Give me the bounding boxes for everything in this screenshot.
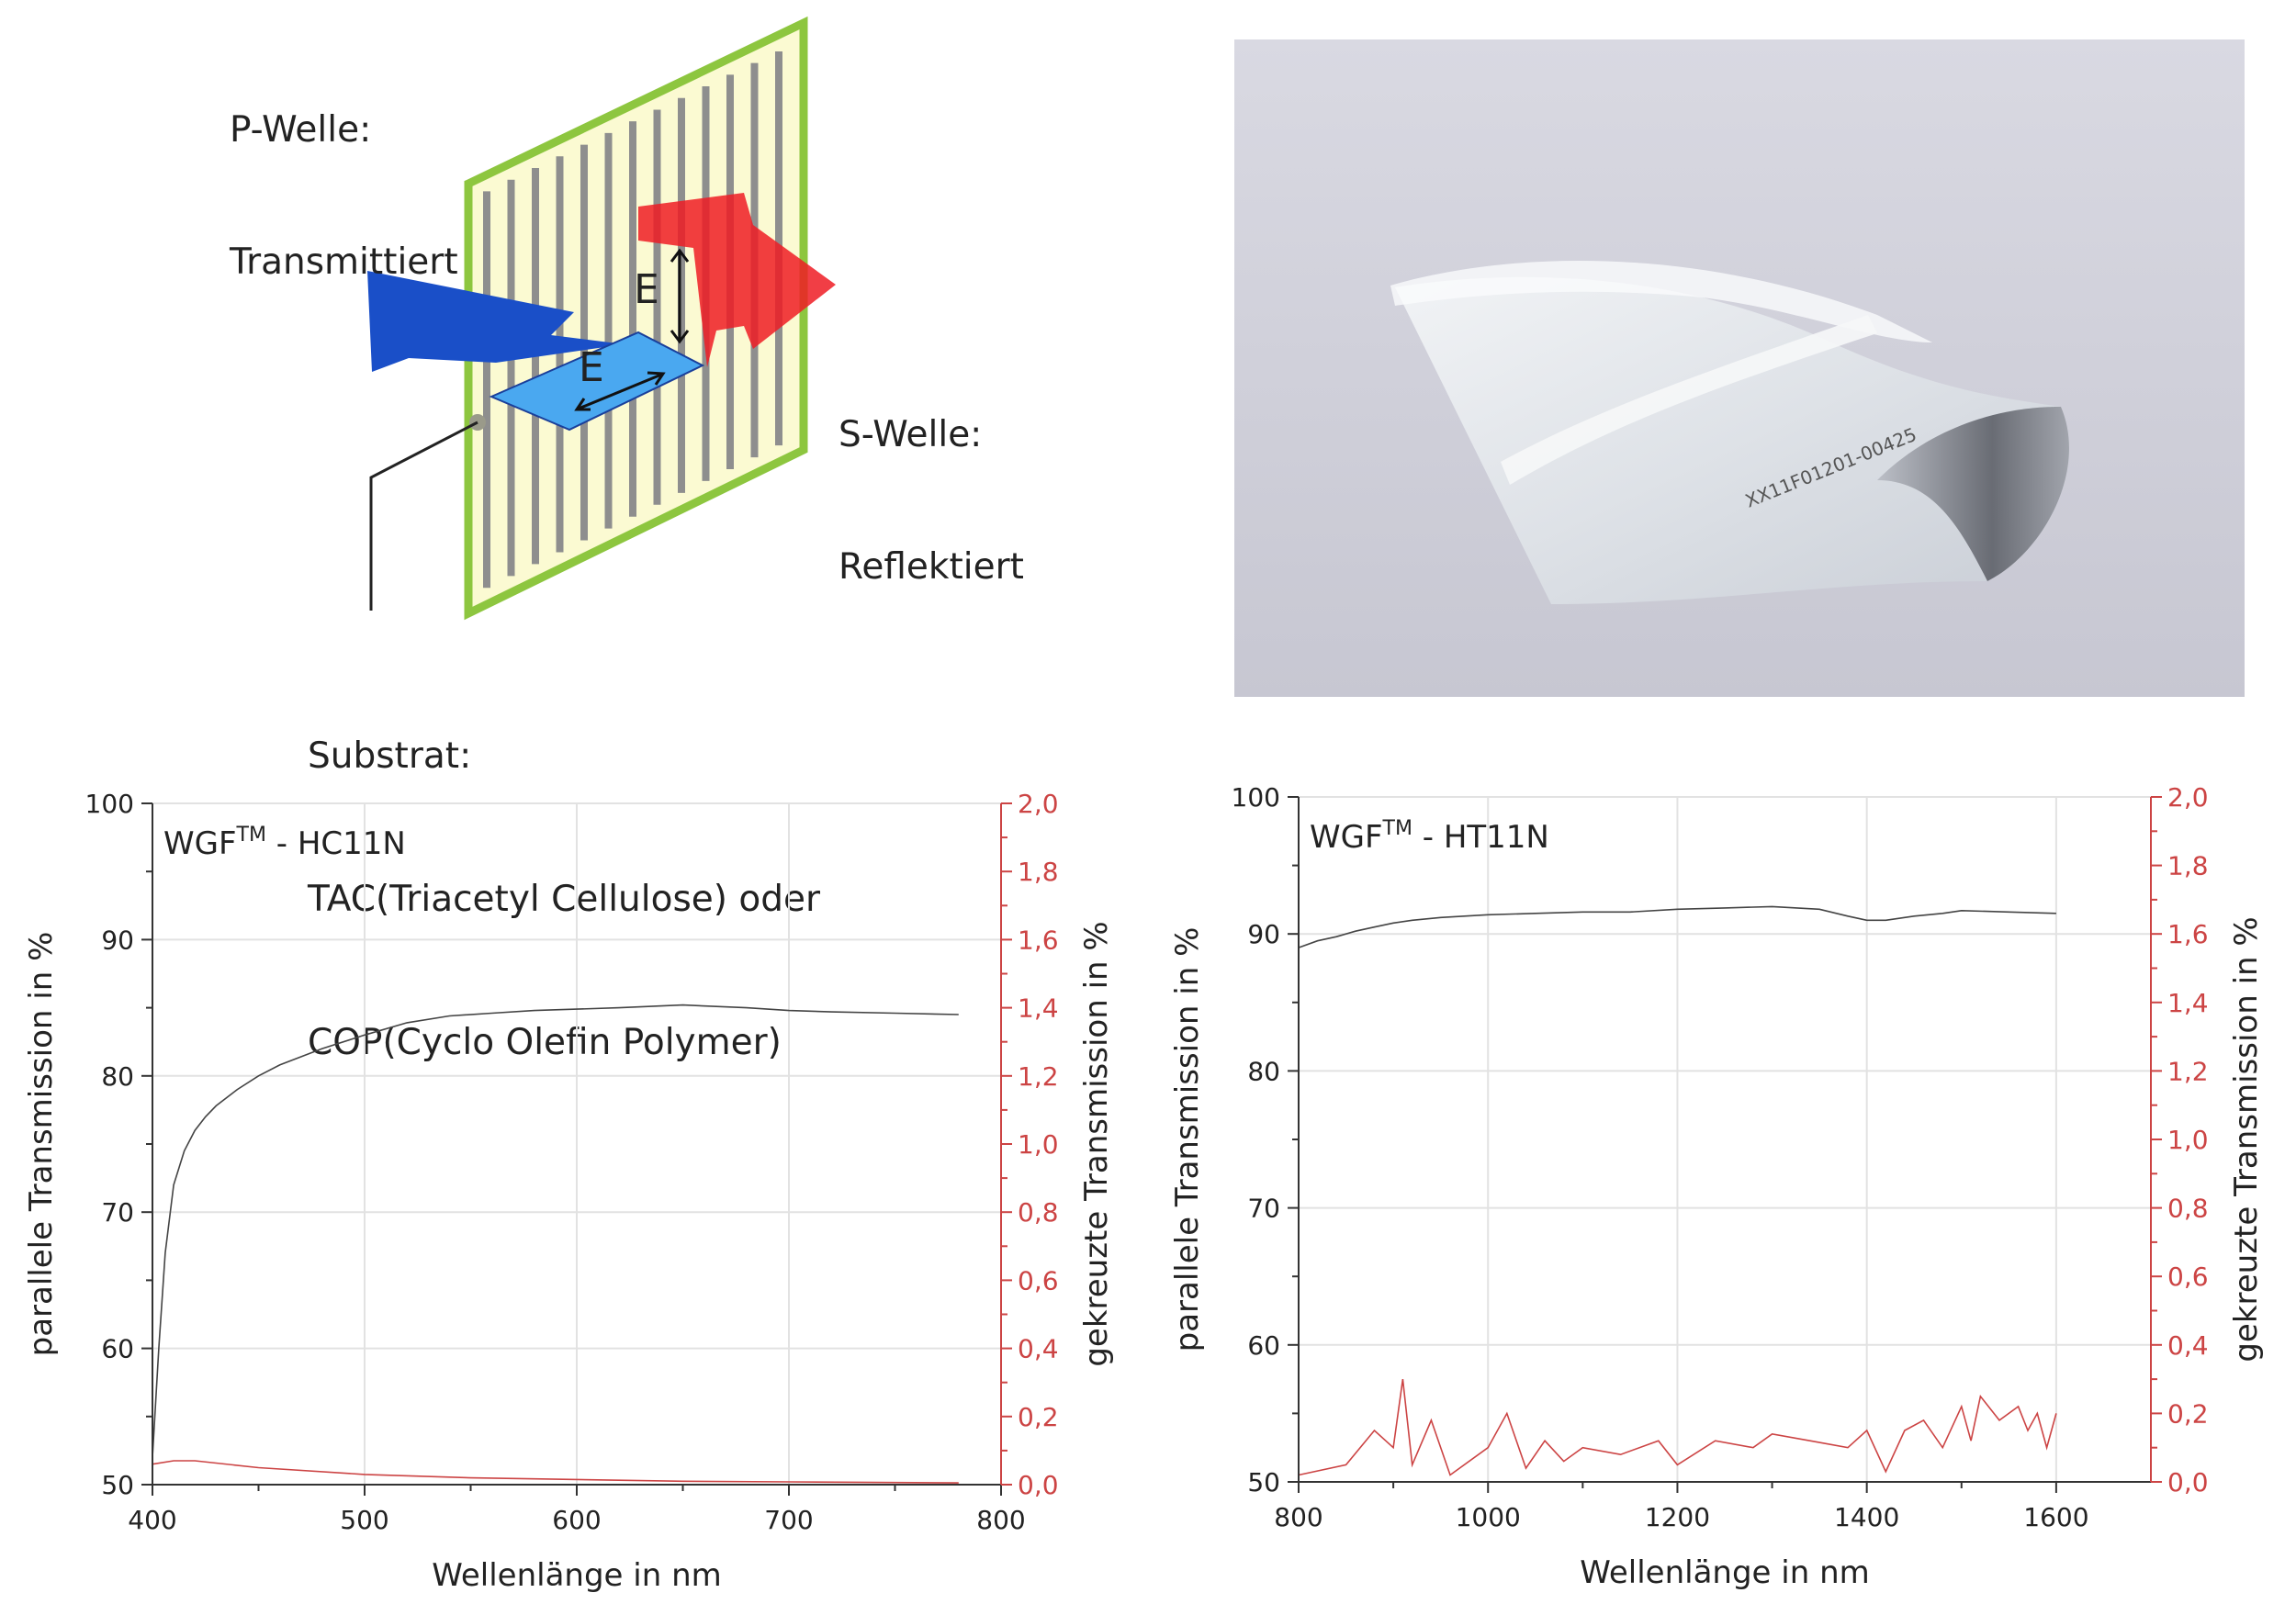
series-line-right: [1298, 1378, 2057, 1476]
polarizer-diagram: E E: [367, 16, 836, 621]
x-tick-label: 800: [976, 1505, 1025, 1535]
chart-title: WGFTM - HC11N: [163, 824, 406, 862]
y-axis-label: parallele Transmission in %: [1169, 927, 1206, 1352]
y2-tick-label: 2,0: [1018, 789, 1059, 819]
y2-tick-label: 1,4: [2167, 988, 2209, 1018]
y-tick-label: 70: [1247, 1194, 1280, 1224]
film-sheet: [1395, 276, 2069, 604]
e-symbol-vertical: E: [634, 266, 659, 313]
y-tick-label: 100: [85, 789, 134, 819]
y2-tick-label: 1,0: [1018, 1129, 1059, 1160]
y2-tick-label: 1,6: [1018, 925, 1059, 955]
substrate-title: Substrat:: [308, 735, 472, 777]
series-line-left: [152, 1004, 959, 1458]
y2-axis-label: gekreuzte Transmission in %: [1078, 921, 1115, 1366]
e-field-horizontal-arrow: [578, 373, 662, 410]
transmitted-field-plane: [489, 331, 705, 432]
y2-tick-label: 0,8: [2167, 1194, 2209, 1224]
y-tick-label: 90: [1247, 919, 1280, 949]
y2-tick-label: 0,0: [1018, 1470, 1059, 1500]
p-wave-desc: Transmittiert: [230, 241, 458, 283]
substrate-leader-line: [369, 421, 478, 611]
y-tick-label: 50: [1247, 1467, 1280, 1497]
y-tick-label: 90: [101, 925, 134, 955]
e-symbol-horizontal: E: [579, 344, 604, 391]
reflected-beam-arrow: [638, 193, 836, 367]
y2-tick-label: 0,8: [1018, 1197, 1059, 1228]
y-tick-label: 70: [101, 1197, 134, 1228]
y2-tick-label: 0,6: [1018, 1265, 1059, 1296]
y2-tick-label: 0,4: [1018, 1334, 1059, 1364]
y2-tick-label: 0,4: [2167, 1330, 2209, 1361]
x-tick-label: 500: [340, 1505, 388, 1535]
y2-tick-label: 1,8: [1018, 857, 1059, 887]
chart-hc11n: 400 500 600 700 800 50 60 70 80 90 100 0,0 0,2 0,4 0,6…: [23, 789, 1115, 1594]
y-tick-label: 80: [1247, 1056, 1280, 1086]
substrate-line-1: TAC(Triacetyl Cellulose) oder: [308, 879, 821, 920]
x-tick-label: 1200: [1645, 1502, 1710, 1532]
x-tick-label: 800: [1274, 1502, 1322, 1532]
series-line-right: [152, 1460, 959, 1484]
series-line-left: [1298, 905, 2056, 948]
film-curl: [1877, 407, 2069, 581]
y-tick-label: 60: [1247, 1330, 1280, 1361]
y2-tick-label: 0,6: [2167, 1262, 2209, 1292]
y2-tick-label: 1,6: [2167, 919, 2209, 949]
x-tick-label: 400: [128, 1505, 176, 1535]
y-axis-label: parallele Transmission in %: [23, 932, 60, 1357]
y-tick-label: 100: [1232, 782, 1280, 813]
y2-tick-label: 1,2: [1018, 1061, 1059, 1092]
y2-axis-label: gekreuzte Transmission in %: [2228, 916, 2265, 1362]
incident-beam: [367, 271, 625, 372]
film-photo: XX11F01201-00425: [1234, 39, 2245, 697]
y-tick-label: 50: [101, 1470, 134, 1500]
y2-tick-label: 0,2: [2167, 1398, 2209, 1429]
y2-tick-label: 2,0: [2167, 782, 2209, 813]
s-wave-label: S-Welle: Reflektiert: [838, 325, 1024, 634]
y2-tick-label: 1,4: [1018, 993, 1059, 1024]
x-tick-label: 1000: [1456, 1502, 1521, 1532]
film-highlight-stripe: [1501, 315, 1877, 485]
x-tick-label: 600: [552, 1505, 601, 1535]
y-tick-label: 80: [101, 1061, 134, 1092]
chart-title: WGFTM - HT11N: [1310, 817, 1549, 856]
x-tick-label: 700: [764, 1505, 813, 1535]
y2-tick-label: 1,2: [2167, 1056, 2209, 1086]
p-wave-label: P-Welle: Transmittiert: [230, 20, 458, 329]
y2-tick-label: 1,0: [2167, 1125, 2209, 1155]
s-wave-title: S-Welle:: [838, 414, 983, 455]
y2-tick-label: 0,2: [1018, 1402, 1059, 1432]
y2-tick-label: 1,8: [2167, 851, 2209, 881]
s-wave-desc: Reflektiert: [838, 546, 1024, 588]
y2-tick-label: 0,0: [2167, 1467, 2209, 1497]
x-tick-label: 1600: [2023, 1502, 2088, 1532]
y-tick-label: 60: [101, 1334, 134, 1364]
chart-ht11n: 800 1000 1200 1400 1600 50 60 70 80 90 100 0,0 0,2 0,…: [1169, 782, 2265, 1591]
p-wave-title: P-Welle:: [230, 109, 372, 151]
x-axis-label: Wellenlänge in nm: [432, 1557, 722, 1594]
x-axis-label: Wellenlänge in nm: [1580, 1554, 1870, 1591]
wire-grid: [483, 50, 782, 589]
x-tick-label: 1400: [1834, 1502, 1899, 1532]
